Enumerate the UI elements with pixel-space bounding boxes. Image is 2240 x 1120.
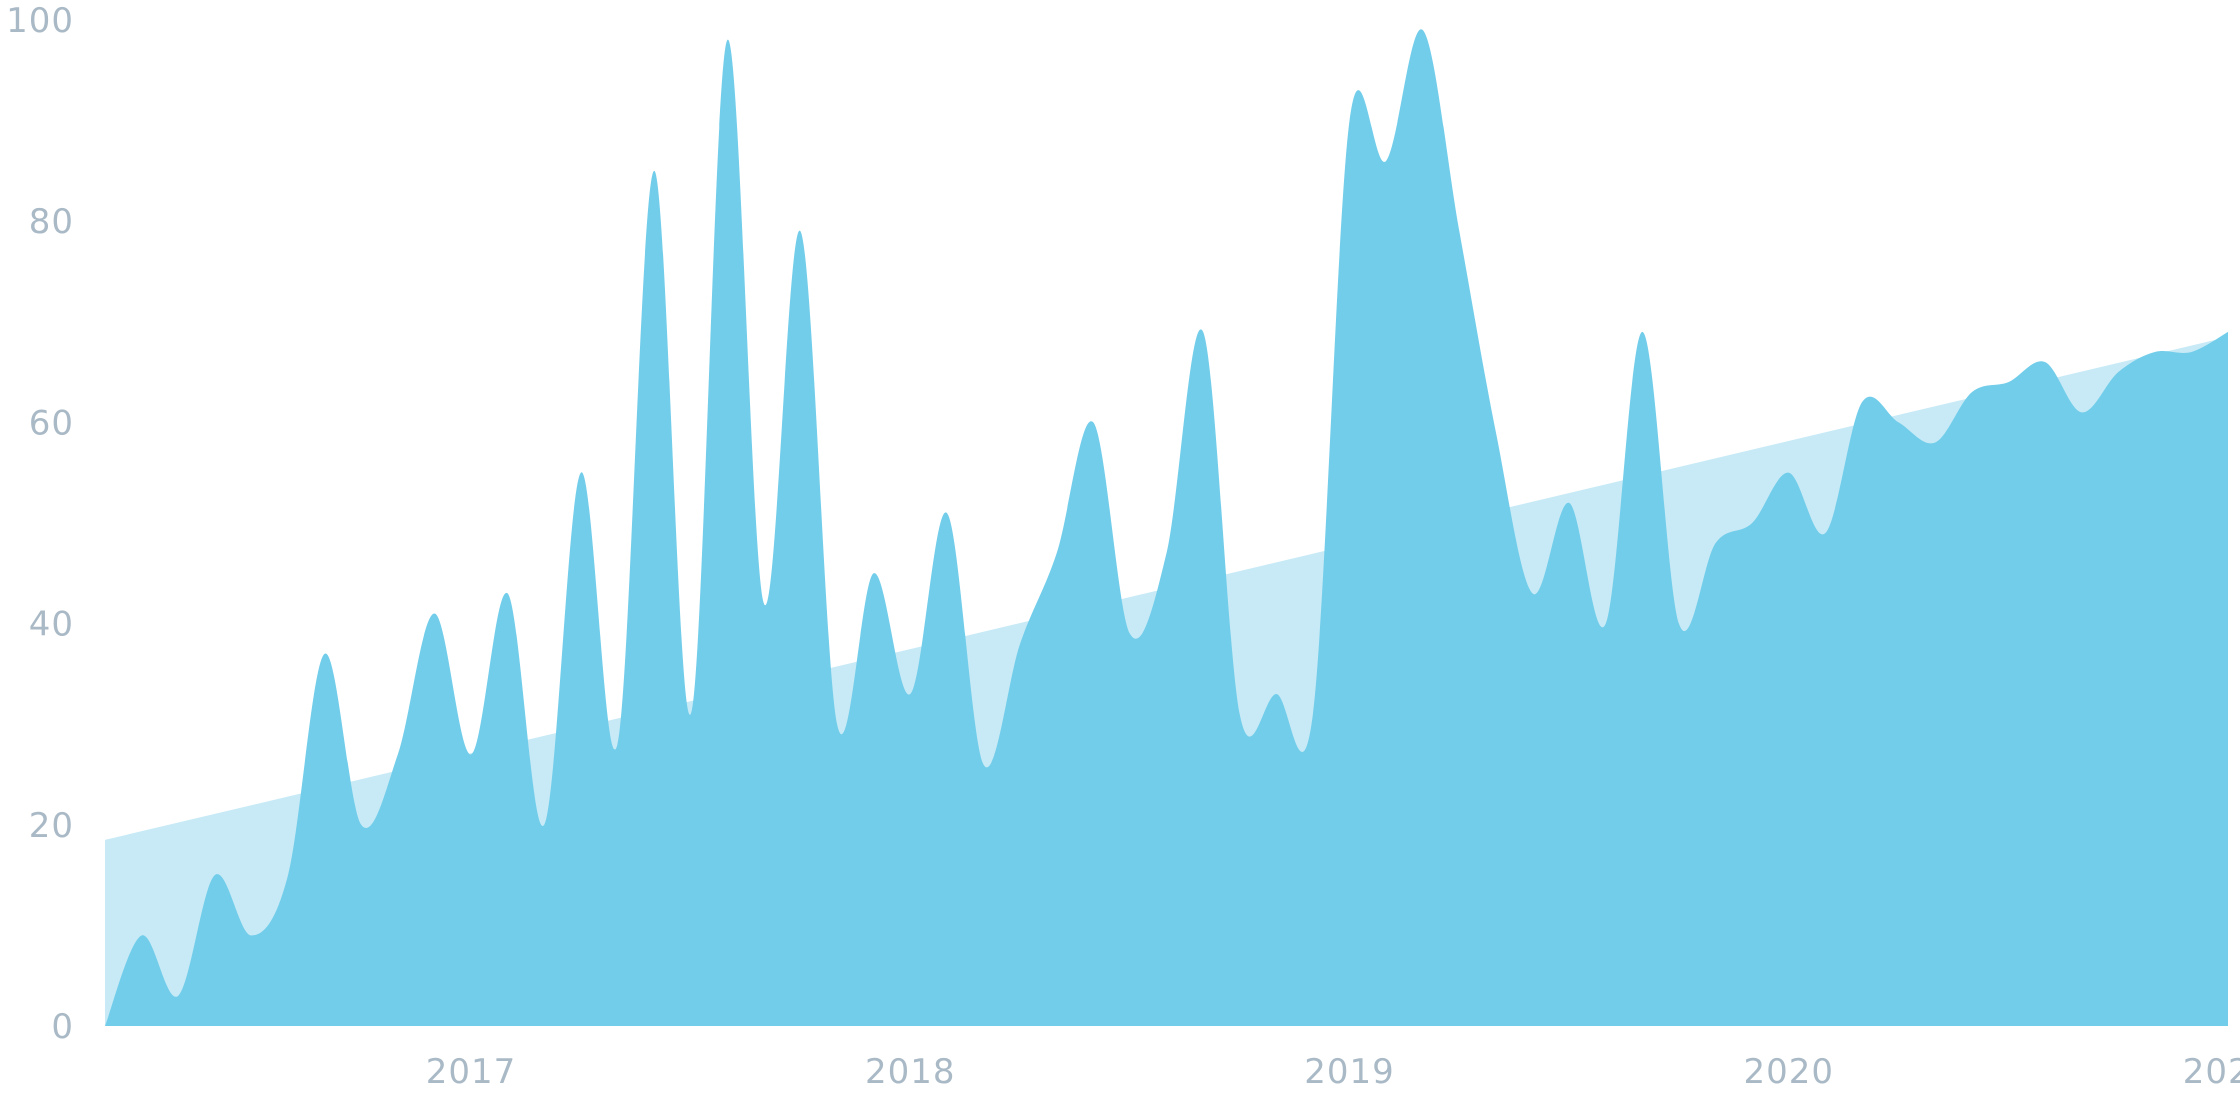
x-tick-label-2020: 2020 [1743, 1052, 1834, 1092]
x-tick-label-2017: 2017 [426, 1052, 517, 1092]
y-tick-label-80: 80 [29, 202, 74, 242]
x-tick-label-2021: 2021 [2183, 1052, 2240, 1092]
y-tick-label-0: 0 [51, 1007, 74, 1047]
y-tick-label-60: 60 [29, 403, 74, 443]
x-tick-label-2018: 2018 [865, 1052, 956, 1092]
series-layer [105, 29, 2228, 1026]
y-tick-label-40: 40 [29, 605, 74, 645]
x-axis: 2017 2018 2019 2020 2021 [426, 1052, 2240, 1092]
x-tick-label-2019: 2019 [1304, 1052, 1395, 1092]
y-tick-label-20: 20 [29, 806, 74, 846]
y-axis: 0 20 40 60 80 100 [6, 1, 74, 1047]
monthly-area-series [105, 29, 2228, 1026]
y-tick-label-100: 100 [6, 1, 74, 41]
